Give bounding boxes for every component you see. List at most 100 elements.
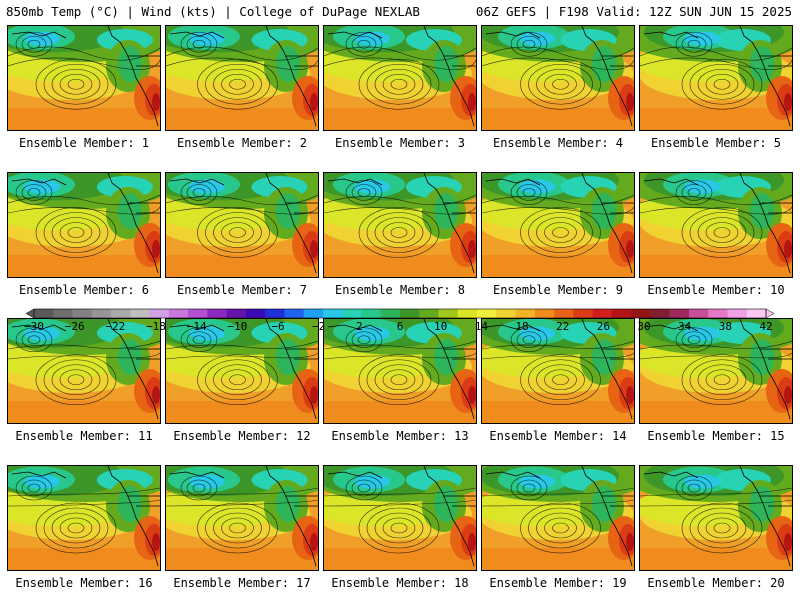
colorbar-tick-label: 22 (556, 320, 569, 333)
colorbar-tick-label: −6 (271, 320, 284, 333)
temperature-field-map (166, 173, 318, 277)
ensemble-member-label: Ensemble Member: 18 (331, 576, 469, 590)
temperature-field-map (166, 319, 318, 423)
ensemble-member-label: Ensemble Member: 17 (173, 576, 311, 590)
ensemble-member-label: Ensemble Member: 10 (647, 283, 785, 297)
colorbar-swatch (265, 309, 285, 318)
ensemble-map-16 (7, 465, 161, 571)
colorbar-swatch (130, 309, 150, 318)
colorbar-swatch (515, 309, 536, 318)
colorbar-tick-label: −30 (24, 320, 44, 333)
ensemble-map-13 (323, 318, 477, 424)
temperature-field-map (482, 466, 634, 570)
temperature-field-map (640, 466, 792, 570)
temperature-field-map (640, 26, 792, 130)
ensemble-map-3 (323, 25, 477, 131)
temperature-field-map (482, 319, 634, 423)
colorbar-swatch (400, 309, 420, 318)
colorbar-swatch (688, 309, 709, 318)
temperature-field-map (324, 26, 476, 130)
colorbar-swatch (188, 309, 208, 318)
colorbar-low-arrow (25, 308, 35, 319)
colorbar-tick-label: −2 (312, 320, 325, 333)
colorbar-tick-label: 38 (719, 320, 732, 333)
colorbar-high-arrow (765, 308, 775, 319)
colorbar-graphic: −30 −26 −22 −18 −14 −10 −6 −2 2 6 10 14 18 22 26 30 34 38… (24, 308, 775, 333)
colorbar-tick-label: −10 (227, 320, 247, 333)
ensemble-map-20 (639, 465, 793, 571)
ensemble-member-label: Ensemble Member: 13 (331, 429, 469, 443)
header-run-info: 06Z GEFS | F198 Valid: 12Z SUN JUN 15 20… (475, 4, 792, 19)
temperature-field-map (166, 26, 318, 130)
colorbar-tick-label: 6 (397, 320, 404, 333)
temperature-colorbar: −30 −26 −22 −18 −14 −10 −6 −2 2 6 10 14 18 22 26 30 34 38… (10, 305, 790, 337)
ensemble-map-17 (165, 465, 319, 571)
colorbar-swatch (284, 309, 304, 318)
ensemble-map-7 (165, 172, 319, 278)
ensemble-member-label: Ensemble Member: 16 (15, 576, 153, 590)
temperature-field-map (482, 173, 634, 277)
ensemble-member-label: Ensemble Member: 3 (334, 136, 466, 150)
ensemble-member-label: Ensemble Member: 14 (489, 429, 627, 443)
ensemble-member-label: Ensemble Member: 1 (18, 136, 150, 150)
colorbar-swatch (592, 309, 613, 318)
ensemble-member-label: Ensemble Member: 2 (176, 136, 308, 150)
colorbar-tick-label: −18 (146, 320, 166, 333)
ensemble-member-label: Ensemble Member: 19 (489, 576, 627, 590)
ensemble-member-label: Ensemble Member: 15 (647, 429, 785, 443)
colorbar-swatch (91, 309, 112, 318)
colorbar-swatch (419, 309, 439, 318)
temperature-field-map (166, 466, 318, 570)
ensemble-member-label: Ensemble Member: 7 (176, 283, 308, 297)
colorbar-tick-label: 2 (356, 320, 363, 333)
colorbar-swatch (650, 309, 670, 318)
colorbar-swatch (438, 309, 459, 318)
temperature-field-map (324, 173, 476, 277)
ensemble-map-1 (7, 25, 161, 131)
ensemble-member-label: Ensemble Member: 20 (647, 576, 785, 590)
ensemble-map-14 (481, 318, 635, 424)
colorbar-swatch (573, 309, 593, 318)
colorbar-swatch (245, 309, 266, 318)
colorbar-swatch (303, 309, 324, 318)
colorbar-swatch (207, 309, 227, 318)
ensemble-map-2 (165, 25, 319, 131)
ensemble-member-label: Ensemble Member: 12 (173, 429, 311, 443)
colorbar-swatch (669, 309, 690, 318)
colorbar-tick-label: −26 (65, 320, 85, 333)
colorbar-swatch (457, 309, 478, 318)
colorbar-swatch (554, 309, 574, 318)
colorbar-swatch (322, 309, 343, 318)
colorbar-tick-label: −22 (105, 320, 125, 333)
temperature-field-map (324, 319, 476, 423)
ensemble-map-18 (323, 465, 477, 571)
temperature-field-map (8, 466, 160, 570)
header-title: 850mb Temp (°C) | Wind (kts) | College o… (6, 4, 420, 19)
ensemble-member-label: Ensemble Member: 4 (492, 136, 624, 150)
colorbar-swatch (611, 309, 632, 318)
colorbar-tick-label: 42 (759, 320, 772, 333)
temperature-field-map (8, 173, 160, 277)
colorbar-swatch (53, 309, 73, 318)
ensemble-member-label: Ensemble Member: 6 (18, 283, 150, 297)
temperature-field-map (324, 466, 476, 570)
temperature-field-map (640, 319, 792, 423)
ensemble-map-4 (481, 25, 635, 131)
ensemble-member-label: Ensemble Member: 9 (492, 283, 624, 297)
ensemble-member-label: Ensemble Member: 8 (334, 283, 466, 297)
temperature-field-map (8, 26, 160, 130)
ensemble-map-10 (639, 172, 793, 278)
ensemble-map-12 (165, 318, 319, 424)
colorbar-swatch (342, 309, 362, 318)
colorbar-swatch (477, 309, 497, 318)
temperature-field-map (8, 319, 160, 423)
colorbar-tick-label: 14 (475, 320, 489, 333)
ensemble-map-5 (639, 25, 793, 131)
ensemble-member-label: Ensemble Member: 11 (15, 429, 153, 443)
colorbar-tick-label: 30 (637, 320, 650, 333)
colorbar-tick-label: 26 (597, 320, 610, 333)
colorbar-tick-label: −14 (187, 320, 207, 333)
ensemble-map-15 (639, 318, 793, 424)
colorbar-swatch (72, 309, 93, 318)
colorbar-swatch (727, 309, 748, 318)
